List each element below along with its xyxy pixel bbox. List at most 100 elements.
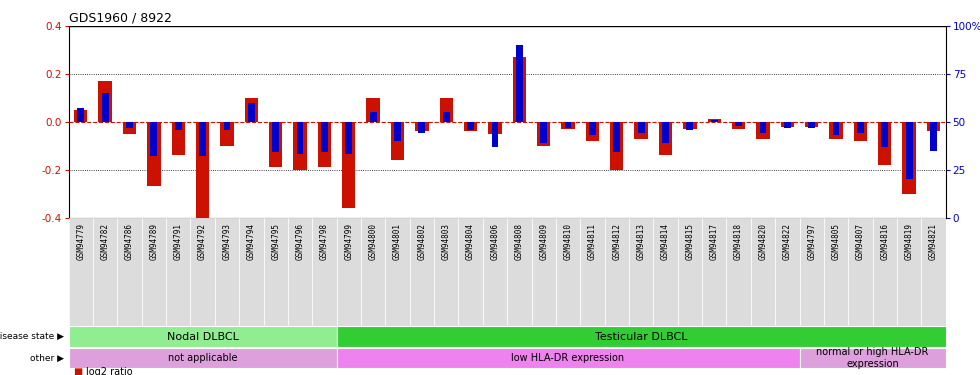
Text: GSM94821: GSM94821 [929,223,938,260]
Bar [122,122,136,134]
Text: GSM94807: GSM94807 [856,223,865,260]
Bar [760,122,766,134]
Bar [556,217,580,326]
Text: GDS1960 / 8922: GDS1960 / 8922 [69,11,172,24]
Bar [394,122,401,141]
Text: GSM94799: GSM94799 [344,223,353,260]
Text: GSM94800: GSM94800 [368,223,377,260]
Bar [903,122,916,194]
Text: GSM94789: GSM94789 [149,223,159,260]
Text: GSM94810: GSM94810 [564,223,572,260]
Bar [199,122,206,156]
Text: GSM94812: GSM94812 [612,223,621,260]
Bar [166,217,190,326]
Bar [930,122,937,150]
Bar [239,217,264,326]
Bar [223,122,230,129]
Text: log2 ratio: log2 ratio [86,367,133,375]
Bar [580,217,605,326]
Bar [336,217,361,326]
Bar [93,217,118,326]
Text: disease state ▶: disease state ▶ [0,332,64,341]
Bar [318,122,331,167]
Bar [605,217,629,326]
Text: GSM94801: GSM94801 [393,223,402,260]
Bar [872,217,897,326]
Bar [586,122,599,141]
Bar [248,103,255,122]
Bar [369,112,376,122]
Bar [702,217,726,326]
Bar [659,122,672,155]
Text: GSM94819: GSM94819 [905,223,913,260]
Bar [757,122,769,139]
Text: GSM94822: GSM94822 [783,223,792,260]
Text: GSM94805: GSM94805 [832,223,841,260]
Bar [385,217,410,326]
Text: GSM94795: GSM94795 [271,223,280,260]
Bar [800,348,946,368]
Bar [513,57,526,122]
Text: GSM94779: GSM94779 [76,223,85,260]
Text: GSM94802: GSM94802 [417,223,426,260]
Bar [459,217,483,326]
Bar [678,217,702,326]
Bar [118,217,142,326]
Text: GSM94793: GSM94793 [222,223,231,260]
Bar [174,122,181,129]
Bar [800,217,824,326]
Bar [367,98,380,122]
Bar [849,217,872,326]
Bar [833,122,840,135]
Text: low HLA-DR expression: low HLA-DR expression [512,353,624,363]
Bar [589,122,596,135]
Bar [726,217,751,326]
Bar [829,122,843,139]
Bar [488,122,502,134]
Text: Testicular DLBCL: Testicular DLBCL [595,332,687,342]
Bar [313,217,336,326]
Bar [735,122,742,126]
Bar [361,217,385,326]
Bar [508,217,531,326]
Bar [611,122,623,170]
Bar [906,122,912,179]
Text: GSM94816: GSM94816 [880,223,889,260]
Bar [336,348,800,368]
Bar [662,122,669,143]
Bar [878,122,892,165]
Text: GSM94818: GSM94818 [734,223,743,260]
Text: GSM94806: GSM94806 [490,223,500,260]
Bar [854,122,867,141]
Bar [537,122,551,146]
Bar [190,217,215,326]
Bar [515,45,522,122]
Bar [434,217,459,326]
Bar [293,122,307,170]
Bar [710,120,717,122]
Bar [562,122,574,129]
Bar [245,98,258,122]
Bar [416,122,428,132]
Bar [321,122,328,153]
Bar [69,348,336,368]
Bar [126,122,133,128]
Text: normal or high HLA-DR
expression: normal or high HLA-DR expression [816,347,929,369]
Bar [77,108,84,122]
Text: GSM94791: GSM94791 [173,223,182,260]
Text: GSM94813: GSM94813 [637,223,646,260]
Bar [564,122,571,128]
Bar [102,93,109,122]
Bar [683,122,697,129]
Bar [781,122,794,127]
Bar [443,112,450,122]
Text: GSM94808: GSM94808 [514,223,524,260]
Bar [881,122,888,147]
Bar [808,122,815,128]
Bar [336,326,946,347]
Text: GSM94817: GSM94817 [710,223,718,260]
Bar [805,122,818,127]
Bar [147,122,161,186]
Text: GSM94792: GSM94792 [198,223,207,260]
Bar [751,217,775,326]
